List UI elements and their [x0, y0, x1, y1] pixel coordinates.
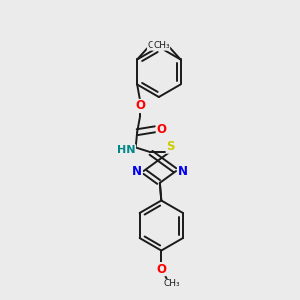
Text: O: O	[135, 100, 145, 112]
Text: O: O	[156, 123, 166, 136]
Text: CH₃: CH₃	[153, 41, 170, 50]
Text: N: N	[132, 164, 142, 178]
Text: S: S	[166, 140, 175, 153]
Text: CH₃: CH₃	[163, 279, 180, 288]
Text: HN: HN	[117, 145, 136, 155]
Text: N: N	[178, 164, 188, 178]
Text: CH₃: CH₃	[147, 41, 164, 50]
Text: O: O	[156, 262, 166, 276]
